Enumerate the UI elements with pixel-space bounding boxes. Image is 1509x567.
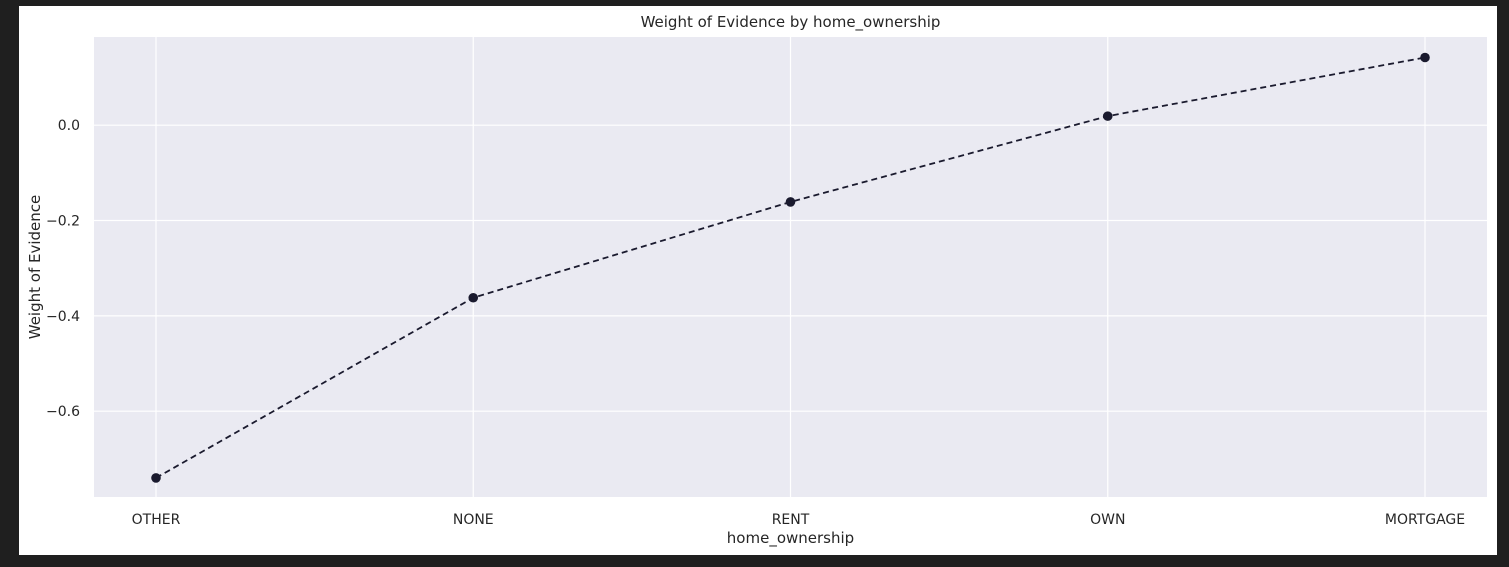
gridlines bbox=[94, 37, 1487, 497]
y-tick-label: −0.2 bbox=[46, 214, 80, 230]
data-point bbox=[1102, 111, 1113, 121]
y-tick-label: 0.0 bbox=[58, 118, 80, 134]
y-axis-label: Weight of Evidence bbox=[26, 195, 44, 340]
y-tick-label: −0.4 bbox=[46, 309, 80, 325]
x-tick-label: RENT bbox=[772, 512, 810, 528]
data-markers bbox=[151, 52, 1430, 483]
data-point bbox=[468, 292, 479, 303]
y-tick-labels: 0.0 −0.2 −0.4 −0.6 bbox=[46, 118, 80, 420]
data-point bbox=[1420, 52, 1430, 63]
x-tick-labels: OTHER NONE RENT OWN MORTGAGE bbox=[132, 512, 1465, 528]
x-tick-label: NONE bbox=[453, 512, 494, 528]
x-tick-label: MORTGAGE bbox=[1385, 512, 1465, 528]
chart-title: Weight of Evidence by home_ownership bbox=[641, 13, 941, 32]
figure: OTHER NONE RENT OWN MORTGAGE 0.0 −0.2 −0.4 −0.6… bbox=[19, 6, 1497, 555]
data-point bbox=[151, 473, 161, 483]
series-line bbox=[155, 56, 1426, 479]
y-tick-label: −0.6 bbox=[46, 404, 80, 420]
x-tick-label: OWN bbox=[1090, 512, 1125, 528]
x-axis-label: home_ownership bbox=[727, 529, 854, 548]
data-point bbox=[785, 197, 796, 207]
x-tick-label: OTHER bbox=[132, 512, 181, 528]
line-chart: OTHER NONE RENT OWN MORTGAGE 0.0 −0.2 −0.4 −0.6… bbox=[26, 13, 1487, 548]
